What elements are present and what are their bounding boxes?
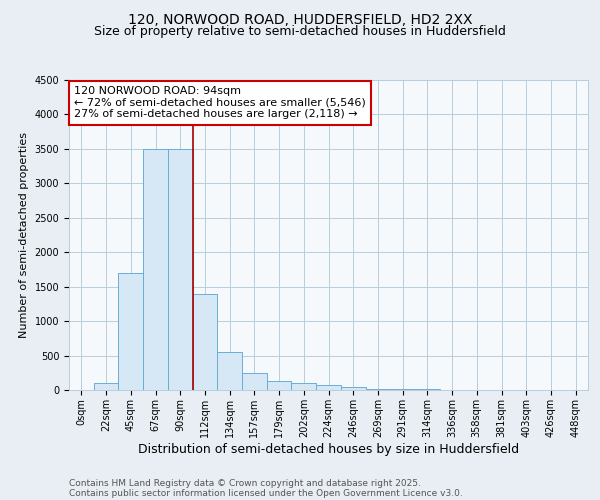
Y-axis label: Number of semi-detached properties: Number of semi-detached properties bbox=[19, 132, 29, 338]
Text: Size of property relative to semi-detached houses in Huddersfield: Size of property relative to semi-detach… bbox=[94, 25, 506, 38]
Text: Contains HM Land Registry data © Crown copyright and database right 2025.: Contains HM Land Registry data © Crown c… bbox=[69, 478, 421, 488]
Bar bbox=[94, 383, 118, 390]
Bar bbox=[118, 273, 143, 390]
Bar bbox=[292, 383, 316, 390]
Bar bbox=[341, 386, 365, 390]
Bar bbox=[193, 294, 217, 390]
Text: 120 NORWOOD ROAD: 94sqm
← 72% of semi-detached houses are smaller (5,546)
27% of: 120 NORWOOD ROAD: 94sqm ← 72% of semi-de… bbox=[74, 86, 366, 120]
Text: Contains public sector information licensed under the Open Government Licence v3: Contains public sector information licen… bbox=[69, 488, 463, 498]
Bar bbox=[143, 149, 168, 390]
Text: 120, NORWOOD ROAD, HUDDERSFIELD, HD2 2XX: 120, NORWOOD ROAD, HUDDERSFIELD, HD2 2XX bbox=[128, 12, 472, 26]
Bar bbox=[316, 385, 341, 390]
X-axis label: Distribution of semi-detached houses by size in Huddersfield: Distribution of semi-detached houses by … bbox=[138, 442, 519, 456]
Bar bbox=[267, 382, 292, 390]
Bar bbox=[390, 389, 415, 390]
Bar bbox=[365, 388, 390, 390]
Bar bbox=[168, 149, 193, 390]
Bar bbox=[242, 373, 267, 390]
Bar bbox=[217, 352, 242, 390]
